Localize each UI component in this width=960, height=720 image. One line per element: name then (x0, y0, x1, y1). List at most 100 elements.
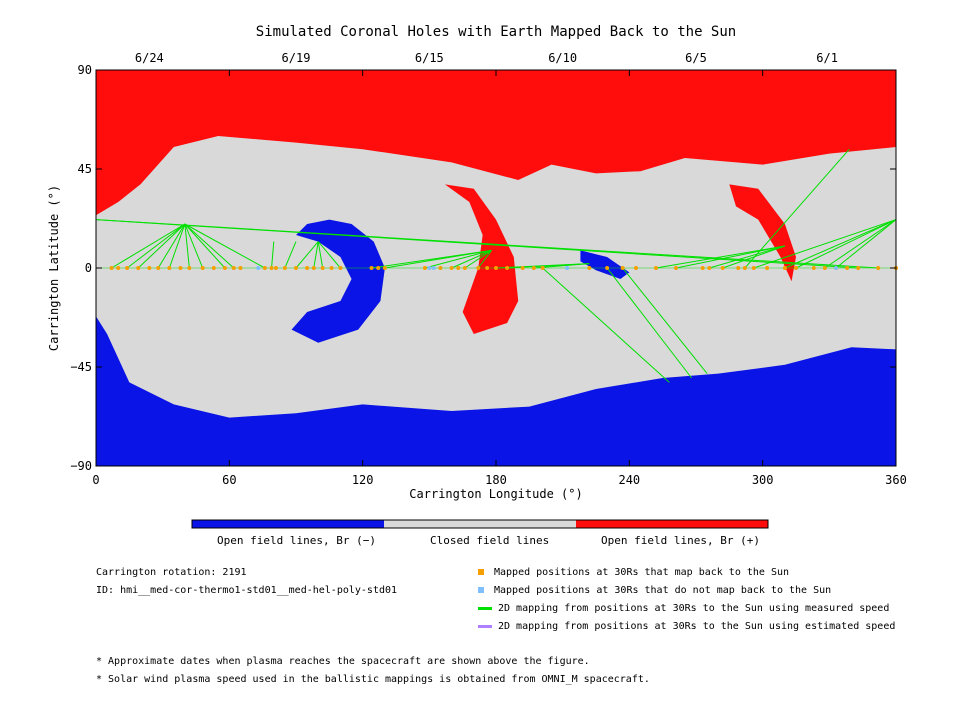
mapping-line (709, 245, 786, 269)
x-tick-label: 360 (885, 473, 907, 487)
mapping-line (835, 219, 897, 269)
mapped-point (369, 266, 374, 270)
mapped-point (494, 266, 498, 270)
date-tick-label: 6/19 (282, 51, 311, 65)
legend-mapped-back: Mapped positions at 30Rs that map back t… (478, 567, 789, 578)
mapped-point (109, 266, 114, 270)
x-axis-label: Carrington Longitude (°) (409, 487, 582, 501)
colorbar-segment (576, 520, 768, 528)
mapped-point (329, 266, 334, 270)
mapped-point (520, 266, 525, 270)
mapped-point (200, 266, 205, 270)
y-tick-label: 0 (85, 261, 92, 275)
unmapped-point (427, 266, 432, 270)
legend-estimated-speed: 2D mapping from positions at 30Rs to the… (478, 621, 895, 632)
mapped-point (231, 266, 236, 270)
plot-area (95, 70, 898, 466)
mapping-line (384, 249, 492, 269)
mapping-line (622, 267, 708, 374)
mapped-point (822, 266, 827, 270)
orange-square-icon (478, 569, 484, 575)
legend-mapped-back-label: Mapped positions at 30Rs that map back t… (494, 567, 790, 578)
mapped-point (136, 266, 141, 270)
mapping-line (271, 241, 275, 269)
date-tick-label: 6/24 (135, 51, 164, 65)
mapping-line (157, 223, 186, 269)
mapped-point (856, 266, 861, 270)
blue-square-icon (478, 587, 484, 593)
mapped-point (587, 266, 592, 270)
mapped-point (178, 266, 183, 270)
mapped-point (736, 266, 741, 270)
mapping-line (184, 223, 190, 269)
mapped-point (187, 266, 192, 270)
colorbar-label-closed: Closed field lines (430, 534, 550, 547)
mapping-line (111, 223, 186, 269)
mapping-line (753, 219, 897, 269)
mapped-point (376, 266, 381, 270)
y-tick-label: 45 (78, 162, 92, 176)
mapped-point (751, 266, 756, 270)
chart-title: Simulated Coronal Holes with Earth Mappe… (256, 24, 736, 40)
mapping-line (126, 223, 186, 269)
unmapped-point (565, 266, 570, 270)
mapping-line (784, 219, 897, 269)
legend-measured-speed-label: 2D mapping from positions at 30Rs to the… (498, 603, 890, 614)
positive-hole-east (729, 184, 796, 282)
x-tick-label: 60 (222, 473, 236, 487)
unmapped-point (431, 266, 436, 270)
mapping-line (313, 241, 319, 269)
mapped-point (620, 266, 625, 270)
mapped-point (707, 266, 712, 270)
mapping-line (451, 249, 492, 269)
colorbar (191, 519, 769, 529)
mapping-line (542, 267, 670, 383)
legend-estimated-speed-label: 2D mapping from positions at 30Rs to the… (498, 621, 896, 632)
x-tick-label: 240 (618, 473, 640, 487)
mapped-point (485, 266, 490, 270)
mapping-line (284, 241, 297, 269)
date-tick-label: 6/15 (415, 51, 444, 65)
y-tick-label: −90 (70, 459, 92, 473)
mapping-line (184, 223, 235, 269)
negative-hole-arc (291, 219, 385, 343)
mapped-point (531, 266, 536, 270)
mapped-point (720, 266, 725, 270)
unmapped-point (256, 266, 261, 270)
mapping-line (477, 250, 492, 269)
legend-measured-speed: 2D mapping from positions at 30Rs to the… (478, 603, 889, 614)
mapped-point (305, 266, 310, 270)
y-axis-label: Carrington Latitude (°) (47, 185, 61, 351)
date-tick-label: 6/1 (816, 51, 838, 65)
mapped-point (876, 266, 881, 270)
mapping-line (675, 245, 785, 269)
mapping-line (184, 223, 226, 269)
south-negative-hole (96, 316, 896, 466)
green-line-icon (478, 606, 492, 610)
mapped-point (456, 266, 461, 270)
mapped-point (765, 266, 770, 270)
mapped-point (238, 266, 243, 270)
mapping-line (184, 223, 204, 269)
mapped-point (222, 266, 227, 270)
mapping-line (464, 249, 492, 269)
mapping-line (744, 148, 850, 269)
x-tick-label: 120 (352, 473, 374, 487)
mapped-point (476, 266, 481, 270)
footnote-speed: * Solar wind plasma speed used in the ba… (96, 674, 650, 685)
x-tick-label: 180 (485, 473, 507, 487)
mapped-point (125, 266, 130, 270)
colorbar-segment (192, 520, 384, 528)
mapped-point (438, 266, 443, 270)
colorbar-frame (191, 519, 769, 529)
mapping-line (824, 219, 897, 269)
y-tick-label: 90 (78, 63, 92, 77)
mapped-point (634, 266, 638, 270)
purple-line-icon (478, 624, 492, 628)
mapping-line (168, 223, 186, 269)
x-tick-label: 0 (92, 473, 99, 487)
mapped-point (674, 266, 678, 270)
mapped-point (845, 266, 850, 270)
colorbar-label-negative: Open field lines, Br (−) (217, 534, 376, 547)
